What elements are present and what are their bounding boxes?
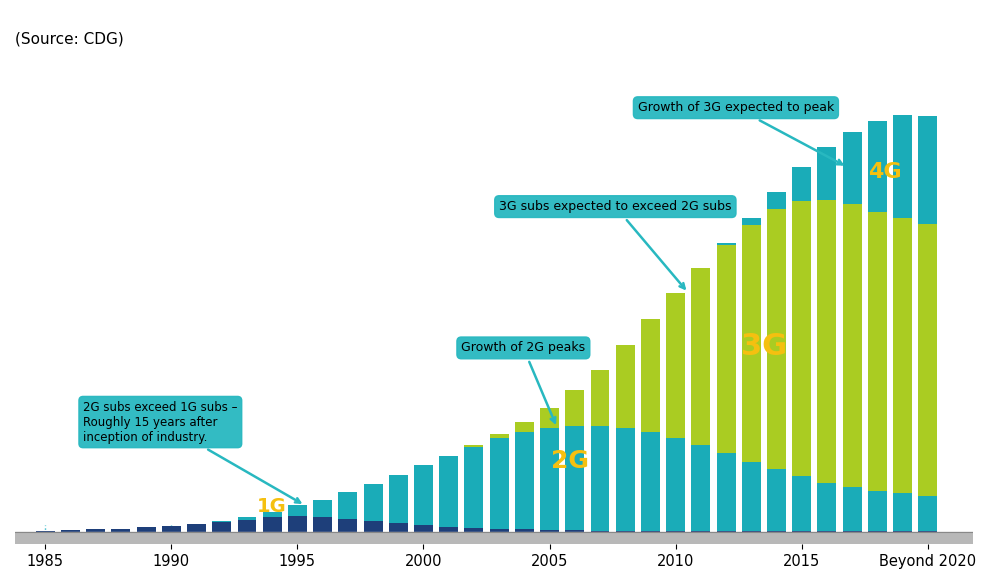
Bar xyxy=(212,522,231,531)
Bar xyxy=(817,147,836,200)
Bar xyxy=(515,432,534,530)
Bar xyxy=(263,512,282,517)
Bar xyxy=(868,491,887,531)
Text: Growth of 2G peaks: Growth of 2G peaks xyxy=(461,342,585,423)
Bar xyxy=(338,519,357,531)
Text: 3G subs expected to exceed 2G subs: 3G subs expected to exceed 2G subs xyxy=(499,200,732,288)
Bar xyxy=(717,242,736,245)
Bar xyxy=(540,408,559,427)
Text: 2G subs exceed 1G subs –
Roughly 15 years after
inception of industry.: 2G subs exceed 1G subs – Roughly 15 year… xyxy=(83,401,300,503)
Bar xyxy=(591,370,609,426)
Bar xyxy=(15,531,973,544)
Bar xyxy=(691,444,710,531)
Bar xyxy=(162,526,181,531)
Bar xyxy=(86,530,105,531)
Bar xyxy=(843,204,862,487)
Bar xyxy=(515,530,534,531)
Bar xyxy=(666,437,685,531)
Bar xyxy=(414,465,433,525)
Bar xyxy=(389,523,408,531)
Text: 3G: 3G xyxy=(741,332,787,361)
Bar xyxy=(767,210,786,470)
Bar xyxy=(641,432,660,531)
Bar xyxy=(767,470,786,531)
Bar xyxy=(565,530,584,531)
Bar xyxy=(843,133,862,204)
Bar xyxy=(389,475,408,523)
Bar xyxy=(817,200,836,483)
Bar xyxy=(893,116,912,218)
Bar xyxy=(540,530,559,531)
Bar xyxy=(490,434,509,439)
Bar xyxy=(212,521,231,522)
Bar xyxy=(238,520,256,531)
Bar xyxy=(439,527,458,531)
Bar xyxy=(414,525,433,531)
Bar xyxy=(868,121,887,211)
Bar xyxy=(616,429,635,531)
Text: 4G: 4G xyxy=(868,162,902,182)
Bar xyxy=(893,218,912,493)
Bar xyxy=(742,461,761,531)
Text: 1G: 1G xyxy=(257,497,287,516)
Bar xyxy=(490,439,509,529)
Bar xyxy=(817,483,836,531)
Bar xyxy=(61,530,80,531)
Bar xyxy=(591,426,609,531)
Bar xyxy=(313,517,332,531)
Bar xyxy=(540,427,559,530)
Bar xyxy=(515,422,534,432)
Text: Growth of 3G expected to peak: Growth of 3G expected to peak xyxy=(638,101,842,164)
Bar xyxy=(288,505,307,516)
Bar xyxy=(464,447,483,528)
Bar xyxy=(187,524,206,531)
Bar xyxy=(666,293,685,437)
Bar xyxy=(918,224,937,496)
Bar xyxy=(717,245,736,453)
Bar xyxy=(565,390,584,426)
Bar xyxy=(918,116,937,224)
Bar xyxy=(616,345,635,429)
Bar xyxy=(238,517,256,520)
Text: (Source: CDG): (Source: CDG) xyxy=(15,32,124,46)
Text: 2G: 2G xyxy=(551,449,589,473)
Bar xyxy=(364,521,383,531)
Bar xyxy=(137,527,156,531)
Bar xyxy=(868,211,887,491)
Bar xyxy=(439,456,458,527)
Bar xyxy=(288,516,307,531)
Bar xyxy=(565,426,584,530)
Bar xyxy=(338,492,357,519)
Bar xyxy=(111,529,130,531)
Bar xyxy=(313,500,332,517)
Bar xyxy=(742,225,761,461)
Bar xyxy=(464,528,483,531)
Bar xyxy=(792,477,811,531)
Bar xyxy=(490,529,509,531)
Bar xyxy=(742,218,761,225)
Bar xyxy=(717,453,736,531)
Bar xyxy=(263,517,282,531)
Bar xyxy=(918,496,937,531)
Bar xyxy=(364,484,383,521)
Bar xyxy=(843,487,862,531)
Bar xyxy=(767,192,786,210)
Bar xyxy=(893,493,912,531)
Bar xyxy=(464,446,483,447)
Bar xyxy=(691,268,710,444)
Bar xyxy=(792,167,811,201)
Bar xyxy=(641,319,660,432)
Bar xyxy=(792,201,811,477)
